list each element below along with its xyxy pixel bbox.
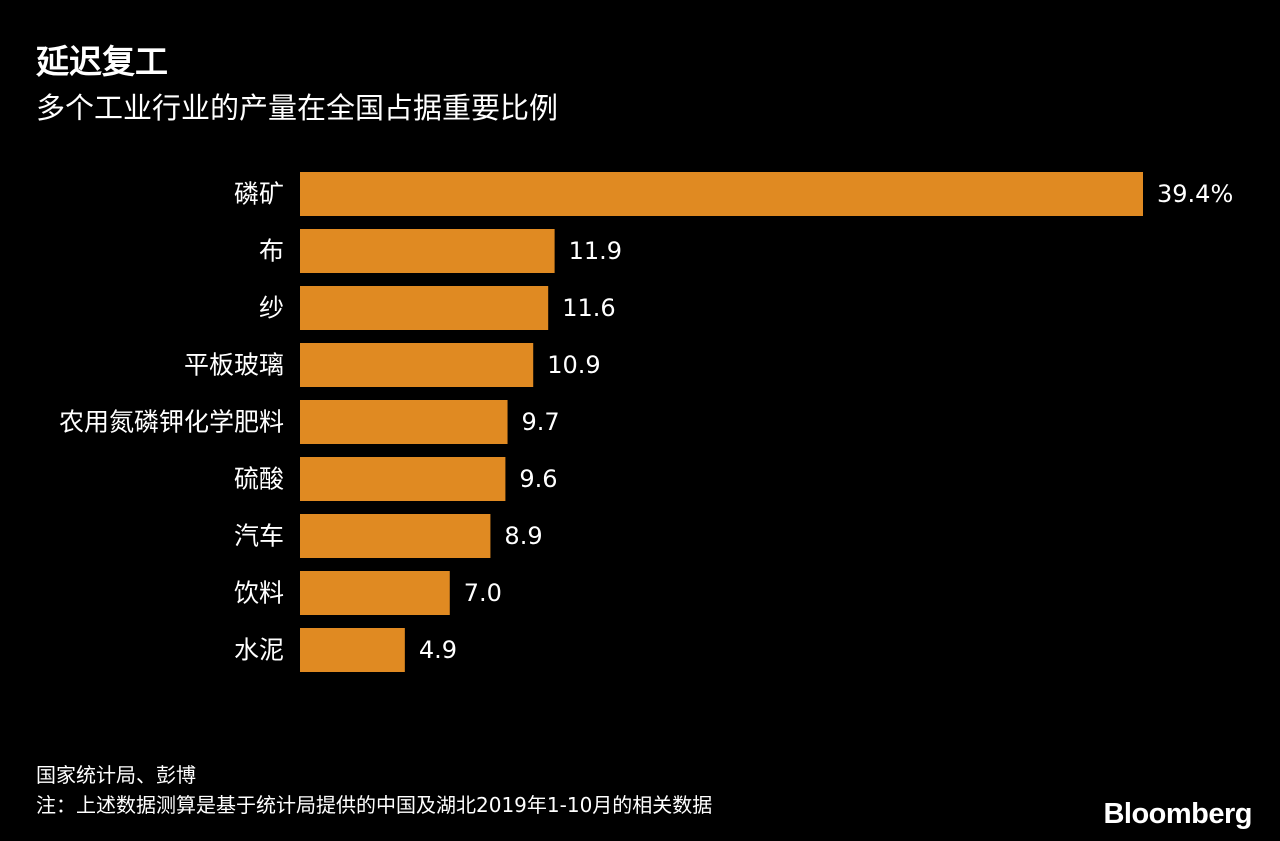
bloomberg-logo: Bloomberg — [1103, 798, 1252, 830]
value-label-1: 39.4% — [1157, 180, 1233, 208]
category-label-9: 水泥 — [234, 636, 284, 665]
category-label-7: 汽车 — [234, 522, 284, 551]
value-label-8: 7.0 — [464, 579, 502, 607]
bar-8 — [300, 571, 450, 615]
bar-6 — [300, 457, 506, 501]
value-label-6: 9.6 — [519, 465, 557, 493]
footnote: 注：上述数据测算是基于统计局提供的中国及湖北2019年1-10月的相关数据 — [36, 793, 713, 817]
value-label-9: 4.9 — [419, 636, 457, 664]
bar-1 — [300, 172, 1143, 216]
category-label-4: 平板玻璃 — [184, 351, 284, 380]
category-label-8: 饮料 — [234, 579, 284, 608]
bar-9 — [300, 628, 405, 672]
category-label-2: 布 — [259, 237, 284, 266]
value-label-3: 11.6 — [562, 294, 615, 322]
bar-chart: 磷矿 39.4% 布 11.9 纱 11.6 平板玻璃 10.9 农用氮磷钾化学肥料 9.7 硫酸 9… — [59, 172, 1233, 672]
bar-3 — [300, 286, 549, 330]
chart-title: 延迟复工 — [36, 42, 168, 81]
bar-5 — [300, 400, 508, 444]
bar-2 — [300, 229, 555, 273]
value-label-4: 10.9 — [547, 351, 600, 379]
category-label-5: 农用氮磷钾化学肥料 — [59, 408, 284, 437]
category-label-3: 纱 — [259, 294, 284, 323]
value-label-2: 11.9 — [569, 237, 622, 265]
category-label-6: 硫酸 — [234, 465, 284, 494]
source-note: 国家统计局、彭博 — [36, 763, 196, 787]
bar-4 — [300, 343, 534, 387]
value-label-7: 8.9 — [504, 522, 542, 550]
value-label-5: 9.7 — [522, 408, 560, 436]
chart-subtitle: 多个工业行业的产量在全国占据重要比例 — [36, 91, 559, 125]
category-label-1: 磷矿 — [234, 180, 284, 209]
bar-7 — [300, 514, 491, 558]
